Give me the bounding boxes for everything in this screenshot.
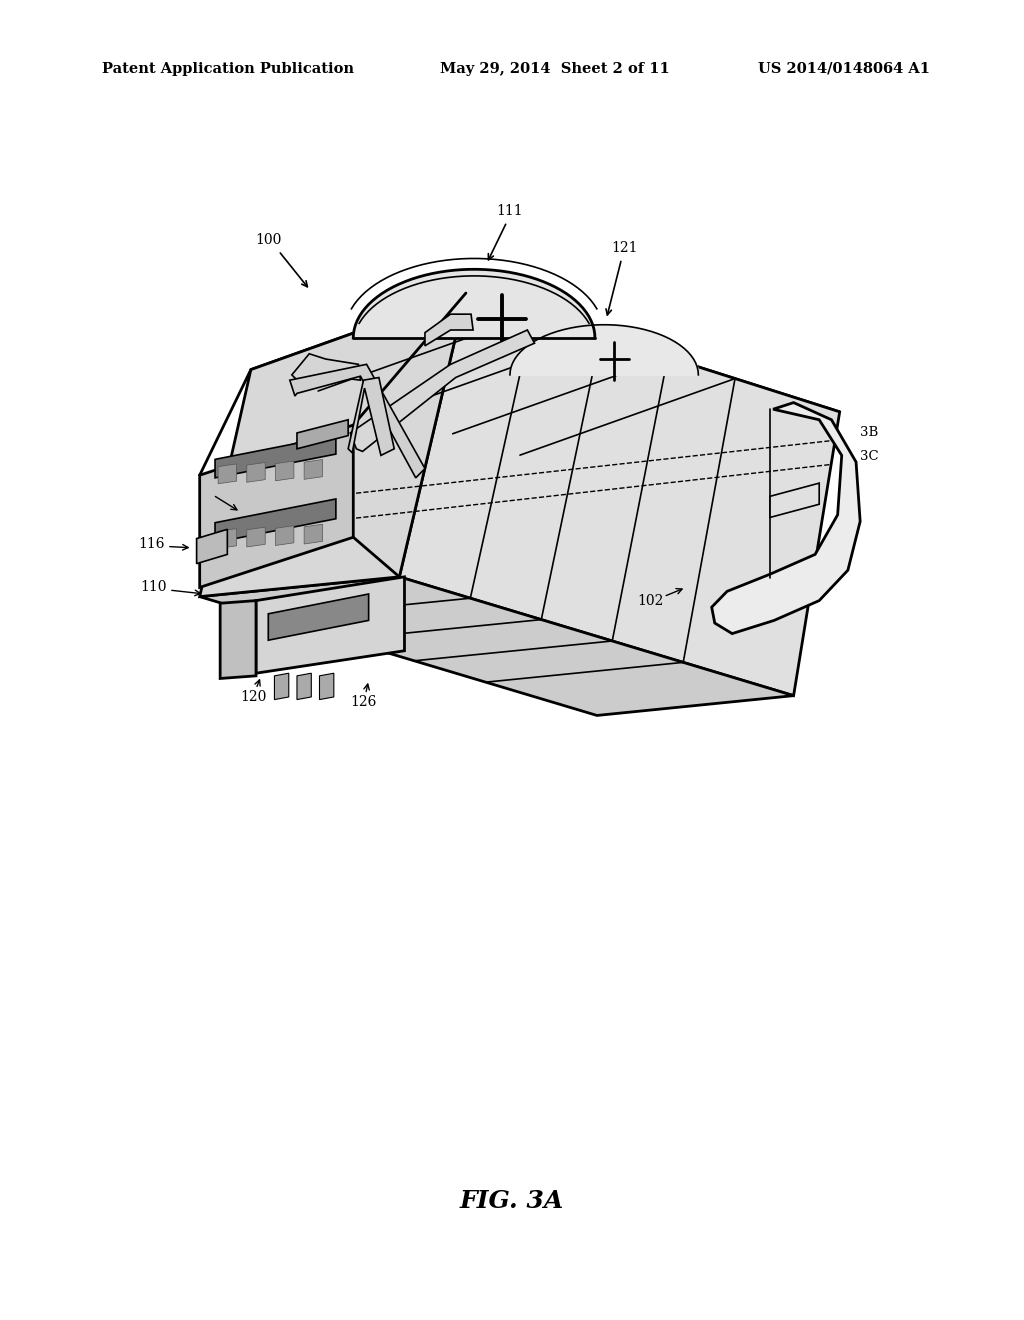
Polygon shape [275, 525, 294, 545]
Polygon shape [200, 293, 466, 597]
Polygon shape [399, 293, 840, 696]
Polygon shape [348, 378, 394, 455]
Polygon shape [220, 601, 256, 678]
Text: 102: 102 [637, 594, 664, 607]
Text: 100: 100 [255, 234, 282, 247]
Text: 3B: 3B [205, 482, 223, 495]
Text: 111: 111 [497, 205, 523, 218]
Polygon shape [218, 463, 237, 483]
Text: 110: 110 [140, 581, 167, 594]
Polygon shape [304, 459, 323, 479]
Polygon shape [247, 527, 265, 546]
Polygon shape [350, 330, 535, 451]
Polygon shape [251, 293, 840, 488]
Polygon shape [770, 483, 819, 517]
Polygon shape [247, 462, 265, 482]
Polygon shape [218, 528, 237, 548]
Polygon shape [297, 420, 348, 449]
Text: Patent Application Publication: Patent Application Publication [102, 62, 354, 75]
Polygon shape [215, 436, 336, 478]
Polygon shape [712, 403, 860, 634]
Polygon shape [275, 461, 294, 480]
Polygon shape [292, 354, 360, 388]
Polygon shape [200, 425, 353, 587]
Text: 126: 126 [350, 696, 377, 709]
Text: 3B: 3B [860, 426, 879, 440]
Text: 116: 116 [138, 537, 165, 550]
Polygon shape [197, 529, 227, 564]
Text: FIG. 3A: FIG. 3A [460, 1189, 564, 1213]
Polygon shape [290, 364, 425, 478]
Polygon shape [319, 673, 334, 700]
Text: 3C: 3C [860, 450, 879, 463]
Polygon shape [215, 499, 336, 543]
Polygon shape [200, 577, 794, 715]
Polygon shape [297, 673, 311, 700]
Text: 120: 120 [241, 690, 267, 704]
Text: May 29, 2014  Sheet 2 of 11: May 29, 2014 Sheet 2 of 11 [440, 62, 670, 75]
Polygon shape [268, 594, 369, 640]
Polygon shape [425, 314, 473, 346]
Text: US 2014/0148064 A1: US 2014/0148064 A1 [758, 62, 930, 75]
Polygon shape [256, 577, 404, 673]
Polygon shape [274, 673, 289, 700]
Polygon shape [304, 524, 323, 544]
Text: 3C: 3C [233, 482, 252, 495]
Text: 121: 121 [611, 242, 638, 255]
